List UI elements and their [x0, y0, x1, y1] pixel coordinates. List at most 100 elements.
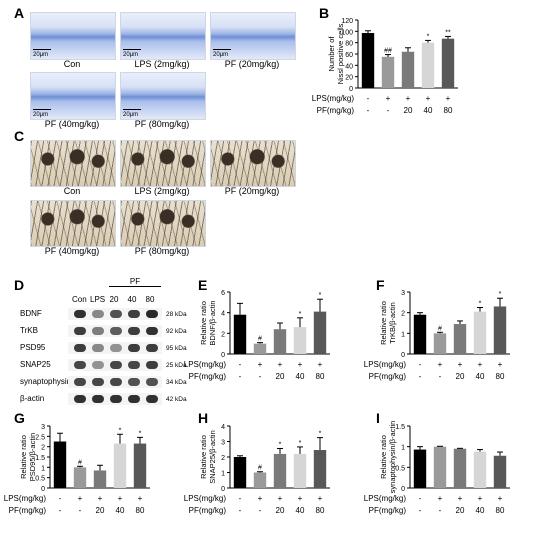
- pf-value: -: [419, 372, 422, 381]
- lane-label-pf20: 20: [109, 295, 119, 304]
- lps-value: +: [318, 360, 323, 369]
- blot-band: [128, 361, 140, 369]
- bar: [293, 453, 307, 488]
- y-tick-label: 100: [341, 29, 353, 36]
- pf-value: -: [387, 106, 390, 115]
- y-tick-label: 2: [221, 455, 225, 462]
- significance-mark: #: [258, 465, 262, 472]
- blot-band: [74, 327, 86, 335]
- blot-kda-label: 95 kDa: [166, 345, 187, 352]
- y-tick-label: 6: [221, 290, 225, 297]
- lps-value: +: [258, 360, 263, 369]
- blot-strip: [68, 325, 162, 337]
- blot-kda-label: 92 kDa: [166, 328, 187, 335]
- pf-row-label: PF(mg/kg): [369, 372, 407, 381]
- lps-value: +: [298, 360, 303, 369]
- bar: [93, 470, 107, 488]
- bar: [421, 42, 435, 88]
- golgi-caption-lps: LPS (2mg/kg): [134, 186, 190, 196]
- lps-value: +: [118, 494, 123, 503]
- nissl-image-pf20: 20μm: [210, 12, 296, 60]
- y-tick-label: 60: [345, 52, 353, 59]
- pf-value: -: [259, 372, 262, 381]
- blot-band: [92, 395, 104, 403]
- lps-value: +: [386, 94, 391, 103]
- blot-band: [146, 327, 158, 335]
- lps-value: +: [498, 494, 503, 503]
- y-axis-label: SNAP25/β-actin: [208, 430, 217, 484]
- lps-value: +: [498, 360, 503, 369]
- blot-band: [128, 310, 140, 318]
- significance-mark: ##: [384, 48, 392, 55]
- blot-kda-label: 28 kDa: [166, 311, 187, 318]
- panel-label-d: D: [14, 277, 25, 293]
- lane-label-lps: LPS: [90, 295, 106, 304]
- pf-value: -: [259, 506, 262, 515]
- y-tick-label: 0: [349, 86, 353, 93]
- blot-band: [128, 395, 140, 403]
- lps-value: -: [419, 360, 422, 369]
- bar: [381, 56, 395, 88]
- y-tick-label: 120: [341, 18, 353, 25]
- blot-strip: [68, 376, 162, 388]
- blot-band: [146, 378, 158, 386]
- pf-value: 40: [116, 506, 125, 515]
- panel-label-b: B: [319, 5, 330, 21]
- panel-label-f: F: [376, 277, 385, 293]
- y-tick-label: 2.5: [35, 434, 45, 441]
- lps-value: +: [458, 360, 463, 369]
- pf-value: 40: [476, 506, 485, 515]
- golgi-caption-con: Con: [63, 186, 81, 196]
- y-axis-label: Number of: [327, 36, 336, 72]
- blot-band: [92, 327, 104, 335]
- y-tick-label: 1: [401, 331, 405, 338]
- nissl-image-pf80: 20μm: [120, 72, 206, 120]
- lps-value: +: [98, 494, 103, 503]
- significance-mark: *: [499, 291, 502, 298]
- significance-mark: #: [78, 459, 82, 466]
- golgi-caption-pf20: PF (20mg/kg): [224, 186, 280, 196]
- y-tick-label: 4: [221, 311, 225, 318]
- lane-label-pf40: 40: [127, 295, 137, 304]
- lps-value: +: [138, 494, 143, 503]
- significance-mark: #: [438, 325, 442, 332]
- blot-strip: [68, 342, 162, 354]
- blot-row-label: TrKB: [20, 326, 38, 335]
- lps-value: -: [419, 494, 422, 503]
- pf-row-label: PF(mg/kg): [369, 506, 407, 515]
- pf-value: -: [439, 506, 442, 515]
- significance-mark: *: [299, 440, 302, 447]
- pf-value: 80: [496, 506, 505, 515]
- pf-value: -: [419, 506, 422, 515]
- golgi-image-pf20: [210, 140, 296, 187]
- lps-row-label: LPS(mg/kg): [4, 494, 47, 503]
- significance-mark: *: [279, 441, 282, 448]
- lps-value: +: [258, 494, 263, 503]
- bar: [413, 314, 427, 354]
- y-tick-label: 0: [41, 486, 45, 493]
- blot-band: [128, 378, 140, 386]
- significance-mark: *: [319, 292, 322, 299]
- y-tick-label: 3: [401, 290, 405, 297]
- lps-row-label: LPS(mg/kg): [364, 360, 407, 369]
- y-axis-label: Relative ratio: [199, 435, 208, 479]
- lps-row-label: LPS(mg/kg): [184, 360, 227, 369]
- pf-value: 40: [424, 106, 433, 115]
- significance-mark: *: [299, 311, 302, 318]
- blot-band: [92, 361, 104, 369]
- blot-band: [92, 310, 104, 318]
- y-axis-label: synaptophysin/β-actin: [388, 421, 397, 494]
- nissl-caption-pf40: PF (40mg/kg): [44, 119, 100, 129]
- bar: [453, 324, 467, 354]
- bar: [361, 33, 375, 88]
- blot-row-label: β-actin: [20, 394, 45, 403]
- panel-label-e: E: [198, 277, 208, 293]
- bar: [233, 457, 247, 488]
- blot-row-label: PSD95: [20, 343, 46, 352]
- nissl-caption-con: Con: [63, 59, 81, 69]
- y-tick-label: 0: [221, 486, 225, 493]
- lps-value: -: [239, 360, 242, 369]
- pf-value: 80: [316, 372, 325, 381]
- pf-value: -: [59, 506, 62, 515]
- pf-value: 80: [496, 372, 505, 381]
